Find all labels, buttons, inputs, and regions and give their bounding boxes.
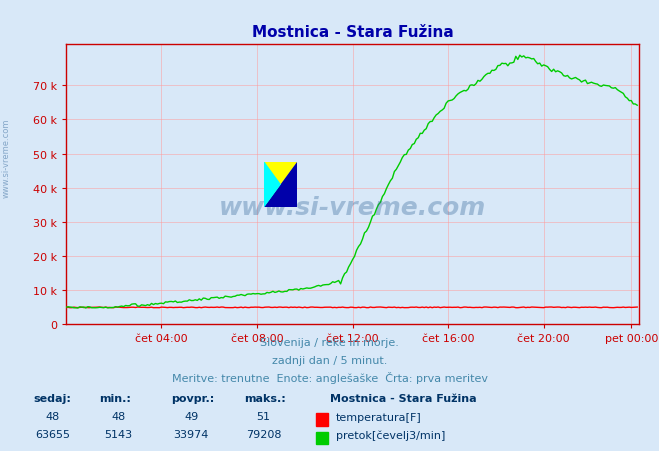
Text: www.si-vreme.com: www.si-vreme.com — [2, 118, 11, 198]
Text: 51: 51 — [256, 411, 271, 421]
Text: pretok[čevelj3/min]: pretok[čevelj3/min] — [336, 430, 445, 440]
Polygon shape — [264, 162, 280, 207]
Text: 79208: 79208 — [246, 429, 281, 439]
Text: Slovenija / reke in morje.: Slovenija / reke in morje. — [260, 337, 399, 347]
Text: maks.:: maks.: — [244, 393, 285, 403]
Text: 48: 48 — [111, 411, 126, 421]
Text: povpr.:: povpr.: — [171, 393, 215, 403]
Polygon shape — [264, 162, 297, 207]
Text: zadnji dan / 5 minut.: zadnji dan / 5 minut. — [272, 355, 387, 365]
Text: 33974: 33974 — [173, 429, 209, 439]
Text: sedaj:: sedaj: — [33, 393, 71, 403]
Text: Meritve: trenutne  Enote: anglešaške  Črta: prva meritev: Meritve: trenutne Enote: anglešaške Črta… — [171, 371, 488, 383]
Text: Mostnica - Stara Fužina: Mostnica - Stara Fužina — [330, 393, 476, 403]
Text: temperatura[F]: temperatura[F] — [336, 412, 422, 422]
Text: 49: 49 — [184, 411, 198, 421]
Title: Mostnica - Stara Fužina: Mostnica - Stara Fužina — [252, 25, 453, 40]
Text: www.si-vreme.com: www.si-vreme.com — [219, 195, 486, 219]
Text: 48: 48 — [45, 411, 60, 421]
Polygon shape — [264, 162, 297, 207]
Text: min.:: min.: — [99, 393, 130, 403]
Text: 5143: 5143 — [105, 429, 132, 439]
Text: 63655: 63655 — [35, 429, 71, 439]
